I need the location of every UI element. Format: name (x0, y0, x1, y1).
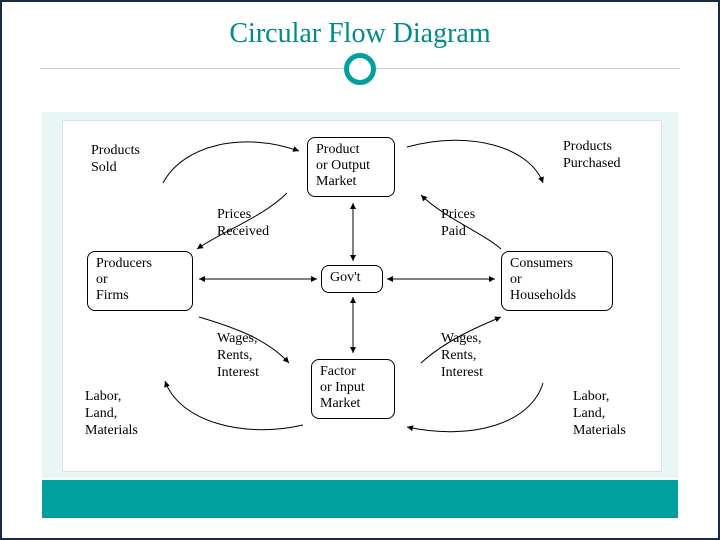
label-products-purchased: Products Purchased (563, 139, 621, 173)
arrow-arc-tr-outer (407, 140, 543, 183)
arrow-arc-br-outer (407, 383, 543, 432)
slide-title: Circular Flow Diagram (2, 2, 718, 50)
title-ring-icon (344, 53, 376, 85)
node-factor-market: Factor or Input Market (311, 359, 395, 419)
label-prices-paid: Prices Paid (441, 207, 475, 241)
arrow-arc-tl-outer (163, 142, 299, 183)
arrow-arc-bl-outer (165, 381, 303, 430)
label-wages-left: Wages, Rents, Interest (217, 331, 259, 381)
bottom-accent-bar (42, 480, 678, 518)
node-product-market: Product or Output Market (307, 137, 395, 197)
node-consumers: Consumers or Households (501, 251, 613, 311)
circular-flow-diagram: Product or Output Market Producers or Fir… (62, 120, 662, 472)
slide-frame: Circular Flow Diagram Product or Output … (0, 0, 720, 540)
label-labor-left: Labor, Land, Materials (85, 389, 138, 439)
label-wages-right: Wages, Rents, Interest (441, 331, 483, 381)
label-products-sold: Products Sold (91, 143, 140, 177)
label-prices-received: Prices Received (217, 207, 269, 241)
label-labor-right: Labor, Land, Materials (573, 389, 626, 439)
title-underline (40, 68, 680, 69)
node-govt: Gov't (321, 265, 383, 293)
node-producers: Producers or Firms (87, 251, 193, 311)
